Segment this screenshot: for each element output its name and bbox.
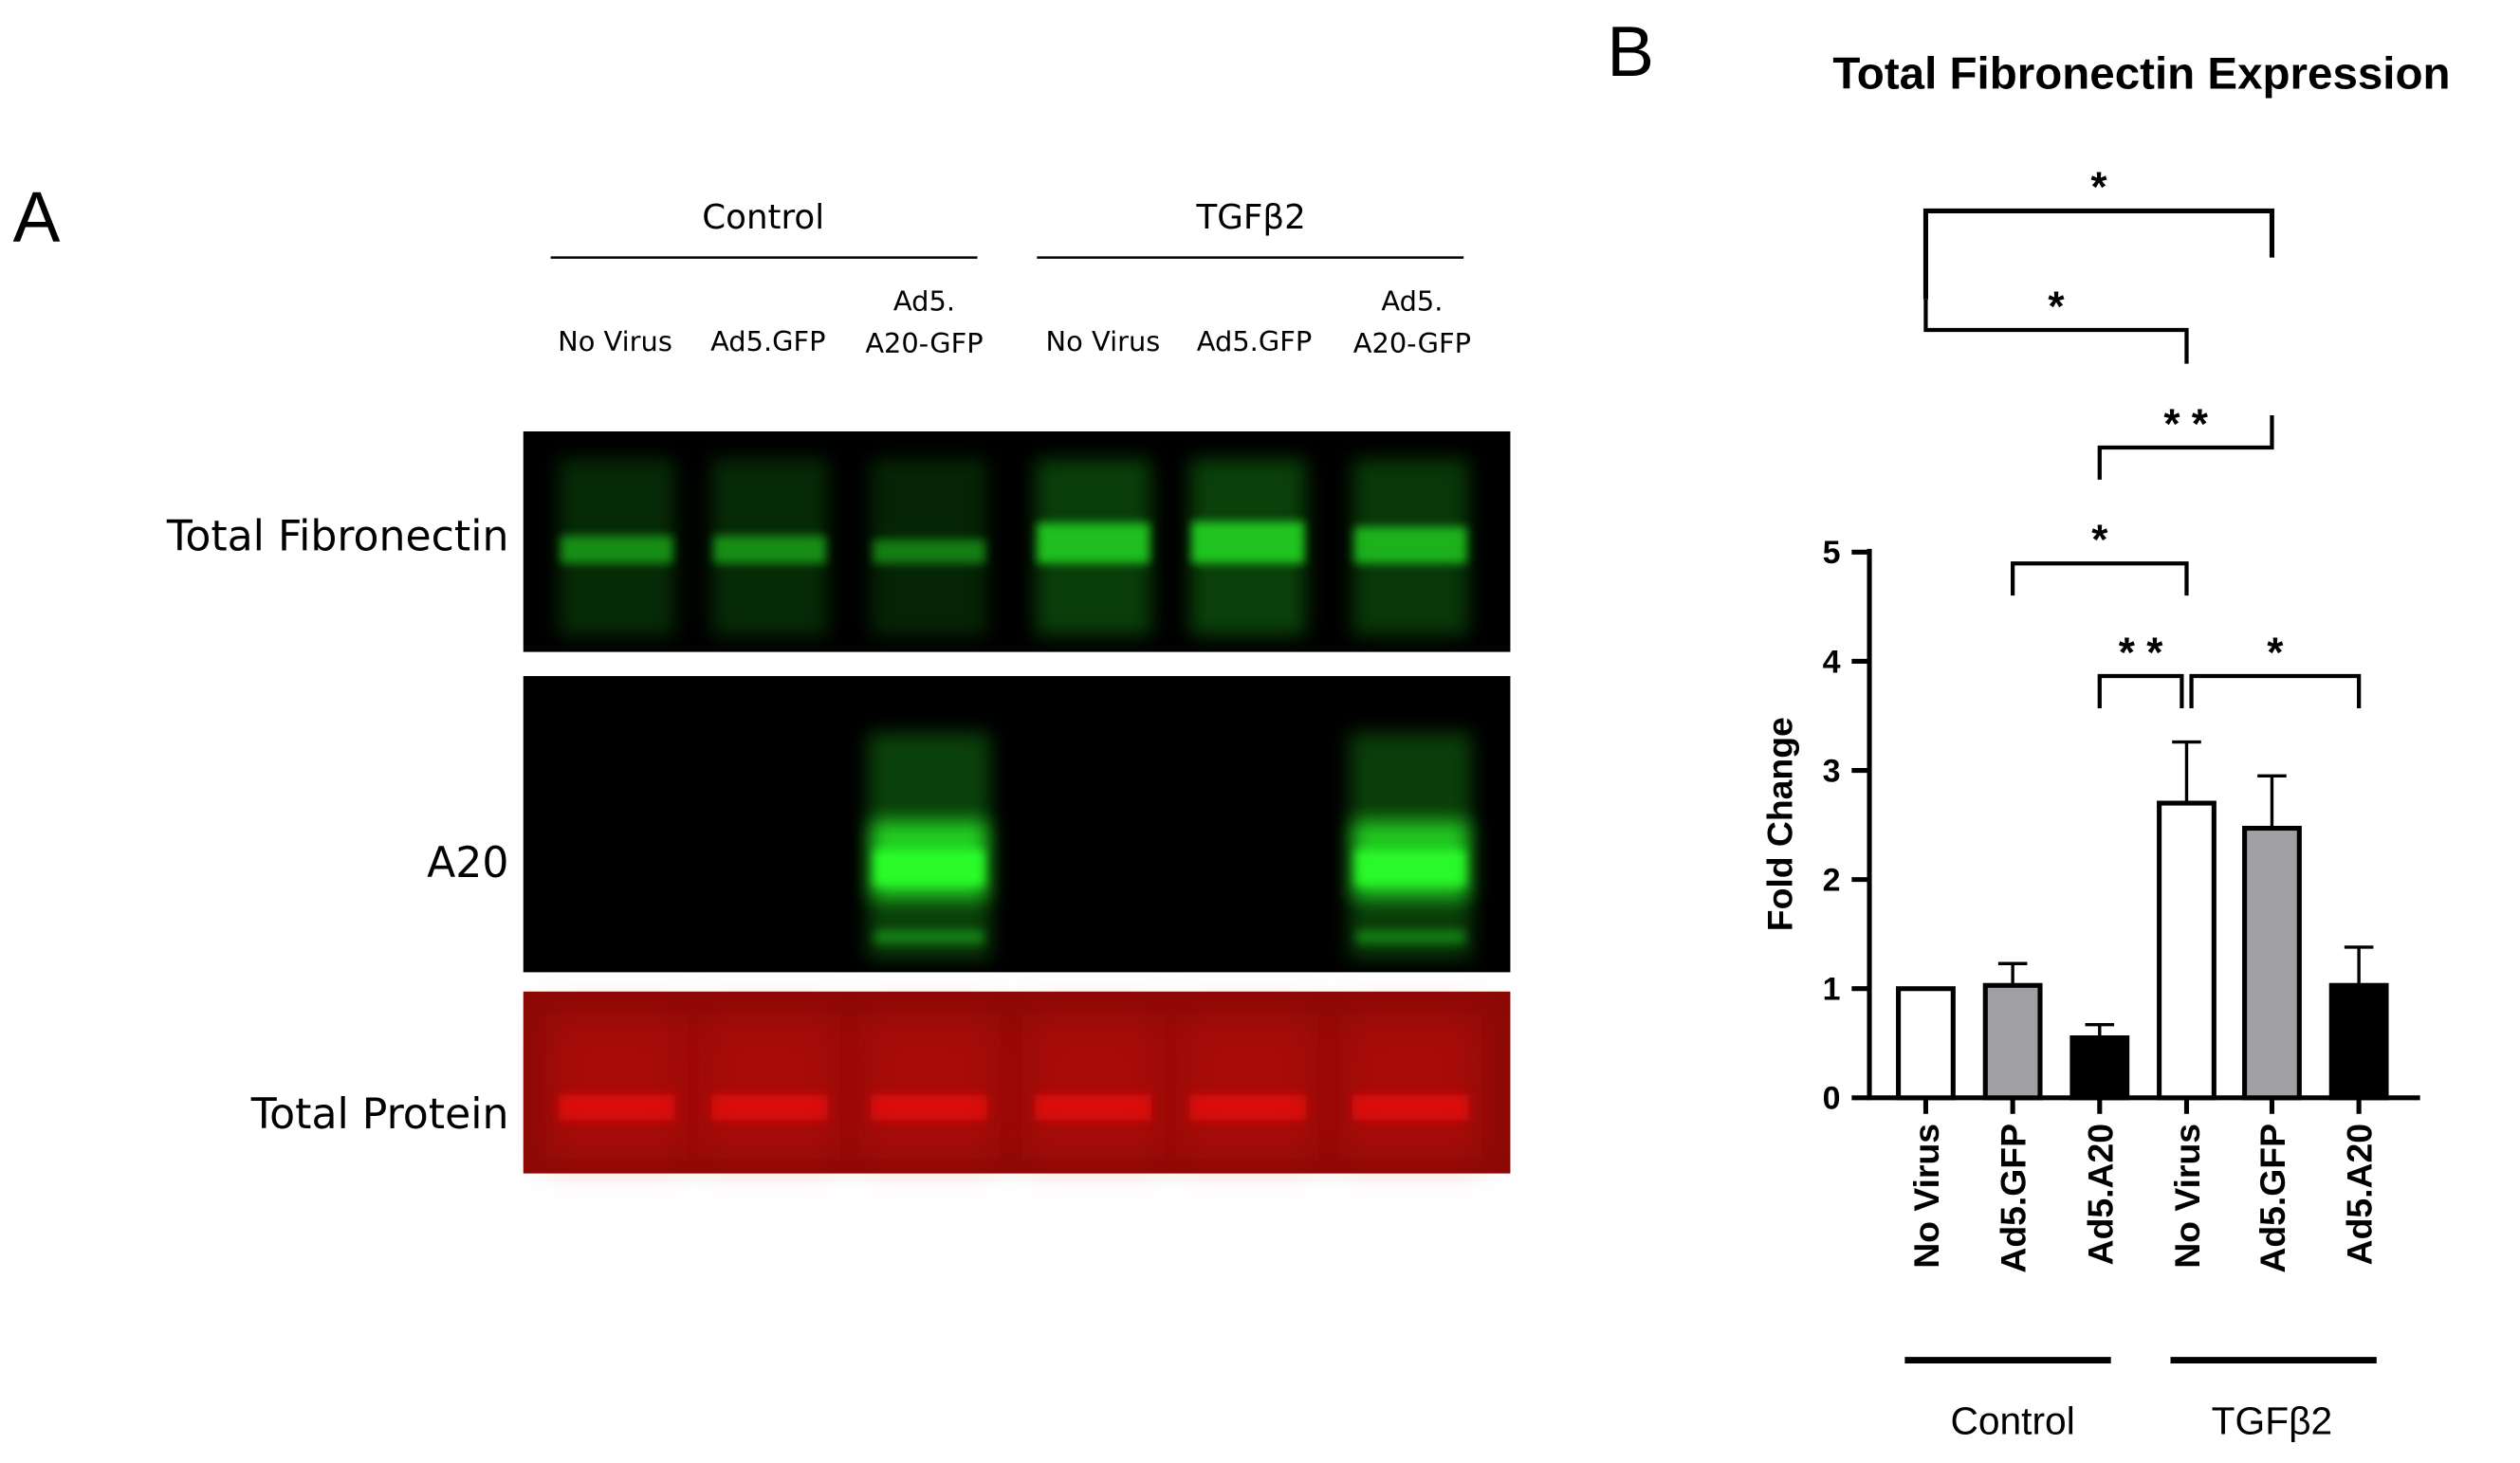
fibronectin-band-lane-6 [1352,458,1469,636]
a20-band-lane-3 [868,732,991,959]
fibronectin-band-lane-3 [871,458,987,636]
a20-bands [868,732,1472,959]
significance-bracket-2 [1923,299,2189,364]
total-protein-band-lane-5 [1177,1014,1319,1160]
significance-label-2: * [2048,283,2065,330]
bar-1 [1896,986,1956,1101]
blot-total-protein [523,991,1511,1174]
a20-band-lane-6 [1349,732,1472,959]
total-protein-band-lane-2 [698,1014,841,1160]
blot-a20-background [523,676,1511,973]
fibronectin-band-lane-5 [1189,458,1306,636]
y-tick-label-1: 1 [1823,972,1841,1008]
lane-label-3-line2: A20-GFP [865,327,983,359]
y-axis-title: Fold Change [1760,717,1800,931]
lane-label-1: No Virus [558,325,672,357]
group-label-2: TGFβ2 [2212,1399,2333,1443]
fibronectin-band-lane-1 [559,458,675,636]
row-label-fibronectin: Total Fibronectin [166,513,509,561]
blot-a20 [523,676,1511,973]
group-label-tgfb2: TGFβ2 [1195,198,1305,237]
y-tick-label-4: 4 [1823,644,1841,680]
blot-fibronectin-background [523,430,1511,652]
significance-bracket-3 [2097,415,2274,480]
row-label-a20: A20 [427,839,508,887]
significance-bracket-1 [1922,208,2275,300]
lane-label-2: Ad5.GFP [710,325,825,357]
significance-label-1: * [2090,164,2107,210]
panel-b-letter: B [1607,11,1654,91]
total-protein-band-lane-3 [857,1014,1001,1160]
lane-label-6-line2: A20-GFP [1353,327,1471,359]
x-category-label-5: Ad5.GFP [2253,1124,2292,1273]
total-protein-band-lane-1 [545,1014,688,1160]
y-tick-label-5: 5 [1823,535,1841,571]
lane-label-6-line1: Ad5. [1381,285,1443,318]
fibronectin-band-lane-2 [711,458,828,636]
total-protein-band-lane-4 [1022,1014,1165,1160]
panel-a-letter: A [13,177,61,257]
y-tick-label-0: 0 [1823,1081,1841,1117]
significance-label-4: * [2091,517,2108,563]
bar-6 [2328,982,2389,1101]
significance-label-5: * * [2119,630,2163,676]
fibronectin-bands [559,458,1469,636]
y-tick-label-3: 3 [1823,753,1841,789]
lane-label-4: No Virus [1046,325,1161,357]
total-protein-band-lane-6 [1339,1014,1481,1160]
row-label-total-protein: Total Protein [250,1090,509,1139]
group-label-1: Control [1950,1399,2074,1443]
bar-3 [2069,1034,2130,1101]
lane-labels: No Virus Ad5.GFP Ad5. A20-GFP No Virus Ad5.GF… [558,285,1471,359]
bar-2 [1982,982,2043,1101]
total-protein-bands [545,1014,1481,1160]
bar-chart: 0 1 2 3 4 5 No Virus Ad5.GFP Ad5.A20 No Virus Ad5.… [1823,164,2420,1443]
y-tick-label-2: 2 [1823,863,1841,899]
bar-4 [2157,800,2216,1101]
x-category-label-3: Ad5.A20 [2080,1124,2120,1265]
fibronectin-band-lane-4 [1035,458,1151,636]
significance-label-3: * * [2163,401,2208,448]
significance-bracket-6 [2189,673,2362,708]
lane-label-3-line1: Ad5. [893,285,955,318]
x-category-label-2: Ad5.GFP [1994,1124,2033,1273]
significance-label-6: * [2267,630,2284,676]
significance-bracket-4 [2011,561,2189,596]
x-category-label-6: Ad5.A20 [2340,1124,2380,1265]
bar-5 [2242,825,2302,1101]
significance-bracket-5 [2097,673,2184,708]
blot-total-fibronectin [523,430,1511,652]
chart-title: Total Fibronectin Expression [1832,48,2450,99]
lane-label-5: Ad5.GFP [1197,325,1312,357]
x-category-label-4: No Virus [2167,1124,2207,1269]
x-category-label-1: No Virus [1906,1124,1946,1269]
group-label-control: Control [702,198,824,237]
